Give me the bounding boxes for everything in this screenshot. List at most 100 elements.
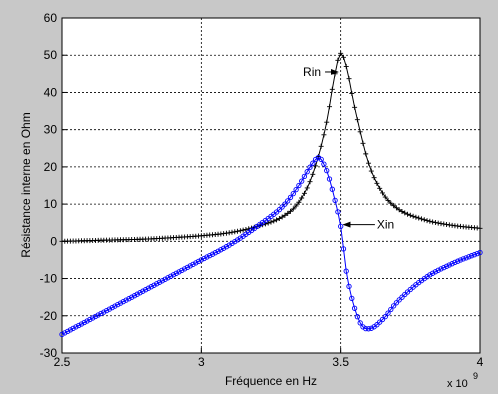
data-point	[220, 245, 227, 251]
y-tick-label: 40	[44, 85, 58, 99]
data-point	[385, 197, 391, 203]
data-point	[101, 309, 107, 315]
data-point	[352, 104, 358, 110]
data-point	[351, 305, 358, 311]
annotation-rin-label: Rin	[303, 65, 321, 79]
data-point	[349, 295, 355, 302]
data-point	[59, 331, 65, 338]
data-point	[318, 143, 324, 149]
data-point	[477, 249, 483, 256]
data-point	[209, 251, 216, 257]
data-point	[70, 325, 76, 332]
data-point	[170, 272, 177, 278]
data-point	[67, 327, 74, 333]
y-axis-label: Résistance interne en Ohm	[19, 112, 33, 257]
data-point	[327, 104, 333, 110]
data-point	[432, 220, 438, 226]
data-point	[296, 182, 302, 189]
data-point	[360, 324, 366, 330]
data-point	[391, 203, 397, 209]
annotation-xin-label: Xin	[377, 218, 394, 232]
data-point	[416, 215, 422, 221]
data-point	[293, 186, 299, 193]
data-point	[168, 273, 174, 279]
data-point	[198, 257, 204, 263]
y-tick-label: 30	[44, 123, 58, 137]
data-point	[335, 57, 341, 63]
data-point	[117, 300, 124, 306]
data-point	[193, 260, 199, 266]
data-point	[354, 117, 360, 123]
data-point	[321, 132, 327, 138]
y-tick-label: 10	[44, 197, 58, 211]
data-point	[349, 90, 355, 96]
data-point	[324, 167, 330, 174]
x-axis-label: Fréquence en Hz	[225, 374, 317, 388]
data-point	[346, 76, 352, 82]
data-point	[304, 185, 310, 191]
data-point	[301, 190, 307, 196]
data-point	[366, 160, 372, 166]
data-point	[64, 328, 71, 335]
data-point	[379, 190, 385, 196]
data-point	[363, 151, 369, 157]
data-point	[279, 214, 285, 220]
data-point	[296, 199, 302, 205]
data-point	[98, 310, 104, 317]
data-point	[343, 63, 349, 69]
data-point	[187, 263, 193, 269]
data-point	[282, 212, 288, 218]
data-point	[427, 218, 433, 224]
data-point	[240, 227, 246, 233]
data-point	[235, 228, 241, 234]
data-point	[299, 195, 305, 201]
data-point	[120, 298, 126, 305]
data-point	[76, 322, 82, 329]
data-point	[134, 291, 140, 297]
data-point	[474, 250, 480, 257]
data-point	[368, 168, 374, 174]
data-point	[388, 200, 394, 206]
data-point	[365, 326, 372, 332]
data-point	[360, 140, 366, 146]
data-point	[159, 278, 165, 284]
data-point	[385, 310, 391, 316]
data-point	[274, 217, 280, 223]
data-point	[287, 194, 294, 201]
data-point	[430, 219, 436, 225]
data-point	[371, 175, 377, 181]
x-tick-label: 2.5	[54, 355, 71, 369]
data-point	[276, 216, 282, 222]
y-tick-label: 0	[50, 234, 57, 248]
data-point	[357, 129, 363, 135]
y-tick-label: 20	[44, 160, 58, 174]
data-point	[399, 208, 405, 214]
data-point	[441, 264, 447, 271]
data-point	[405, 211, 411, 217]
data-point	[435, 220, 441, 226]
data-point	[195, 258, 202, 265]
data-point	[460, 256, 466, 262]
data-point	[455, 258, 461, 264]
data-point	[131, 293, 138, 299]
y-tick-label: 60	[44, 11, 58, 25]
data-point	[382, 194, 388, 200]
x-tick-label: 3	[198, 355, 205, 369]
data-point	[443, 263, 450, 269]
data-point	[393, 205, 399, 211]
data-point	[368, 325, 374, 331]
data-point	[62, 330, 68, 336]
data-point	[321, 161, 327, 167]
data-point	[452, 259, 458, 266]
data-point	[145, 285, 152, 291]
data-point	[299, 178, 305, 184]
data-point	[290, 190, 296, 197]
data-point	[92, 313, 99, 320]
data-point	[466, 254, 472, 260]
data-point	[338, 50, 344, 56]
series-line	[61, 157, 481, 335]
data-point	[151, 282, 157, 288]
data-point	[290, 206, 296, 212]
data-point	[477, 225, 483, 231]
data-point	[115, 301, 121, 308]
